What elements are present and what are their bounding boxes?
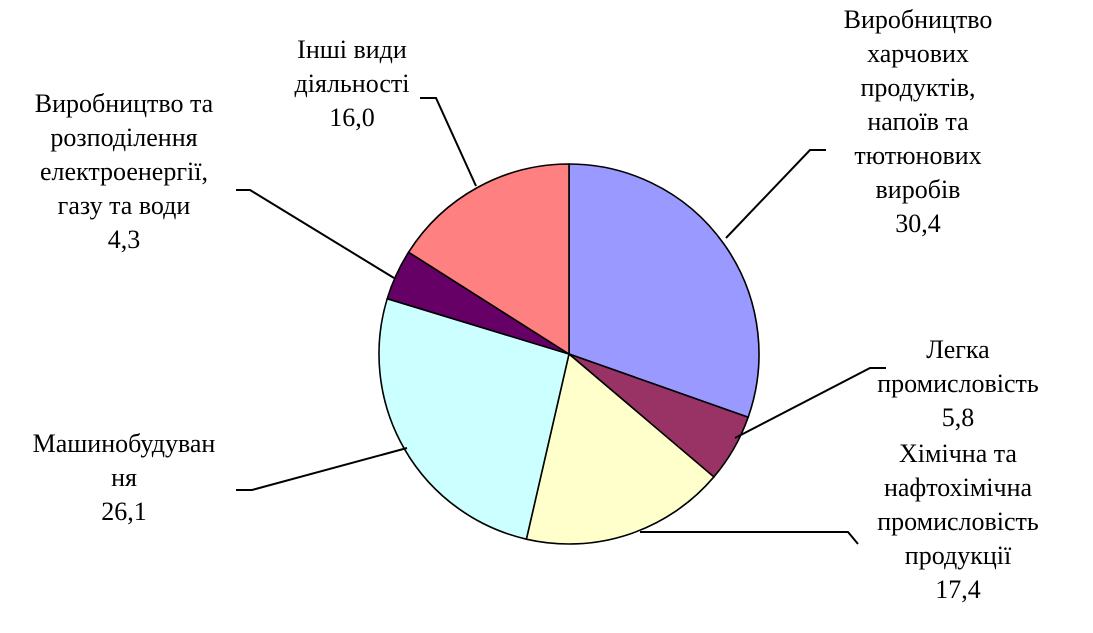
slice-label-line: харчових <box>867 39 969 68</box>
leader-line-3 <box>640 531 859 545</box>
slice-label-line: Машинобудуван <box>33 429 216 458</box>
slice-value-label: 4,3 <box>108 225 141 254</box>
slice-label-5: Виробництво та розподілення електроенергії… <box>35 89 214 254</box>
slice-label-line: газу та води <box>58 191 191 220</box>
slice-label-line: Виробництво та <box>35 89 214 118</box>
pie-slice-6 <box>407 163 570 356</box>
leader-line-5 <box>236 189 395 279</box>
pie-slice-1 <box>568 163 760 419</box>
slice-value-label: 30,4 <box>895 209 941 238</box>
slice-label-line: діяльності <box>295 69 410 98</box>
slice-label-6: Інші види діяльності 16,0 <box>295 35 410 132</box>
slice-label-2: Легка промисловість 5,8 <box>877 335 1039 432</box>
slice-label-line: Хімічна та <box>899 439 1017 468</box>
slice-label-4: Машинобудуван ня 26,1 <box>33 429 216 526</box>
leader-line-1 <box>725 149 826 239</box>
slice-label-line: виробів <box>876 175 961 204</box>
slice-value-label: 26,1 <box>101 497 147 526</box>
slice-label-line: продукції <box>905 541 1012 570</box>
slice-label-line: Інші види <box>297 35 407 64</box>
slice-label-line: ня <box>111 463 137 492</box>
leader-line-6 <box>420 97 477 187</box>
slice-label-line: електроенергії, <box>40 157 208 186</box>
pie-slice-3 <box>525 352 715 545</box>
leader-line-4 <box>236 447 408 491</box>
slice-label-line: промисловість <box>877 369 1039 398</box>
slice-value-label: 17,4 <box>935 575 981 604</box>
slice-label-line: напоїв та <box>867 107 969 136</box>
slice-label-line: Легка <box>926 335 990 364</box>
slice-label-line: тютюнових <box>854 141 981 170</box>
slice-value-label: 5,8 <box>942 403 975 432</box>
slice-label-3: Хімічна та нафтохімічна промисловість проду… <box>877 439 1039 604</box>
slice-label-line: продуктів, <box>860 73 975 102</box>
slice-label-line: промисловість <box>877 507 1039 536</box>
slice-label-1: Виробництво харчових продуктів, напоїв та тю… <box>844 5 993 238</box>
slice-label-line: розподілення <box>50 123 197 152</box>
slice-value-label: 16,0 <box>329 103 375 132</box>
slice-label-line: нафтохімічна <box>884 473 1033 502</box>
slice-label-line: Виробництво <box>844 5 993 34</box>
leader-line-2 <box>734 367 886 439</box>
